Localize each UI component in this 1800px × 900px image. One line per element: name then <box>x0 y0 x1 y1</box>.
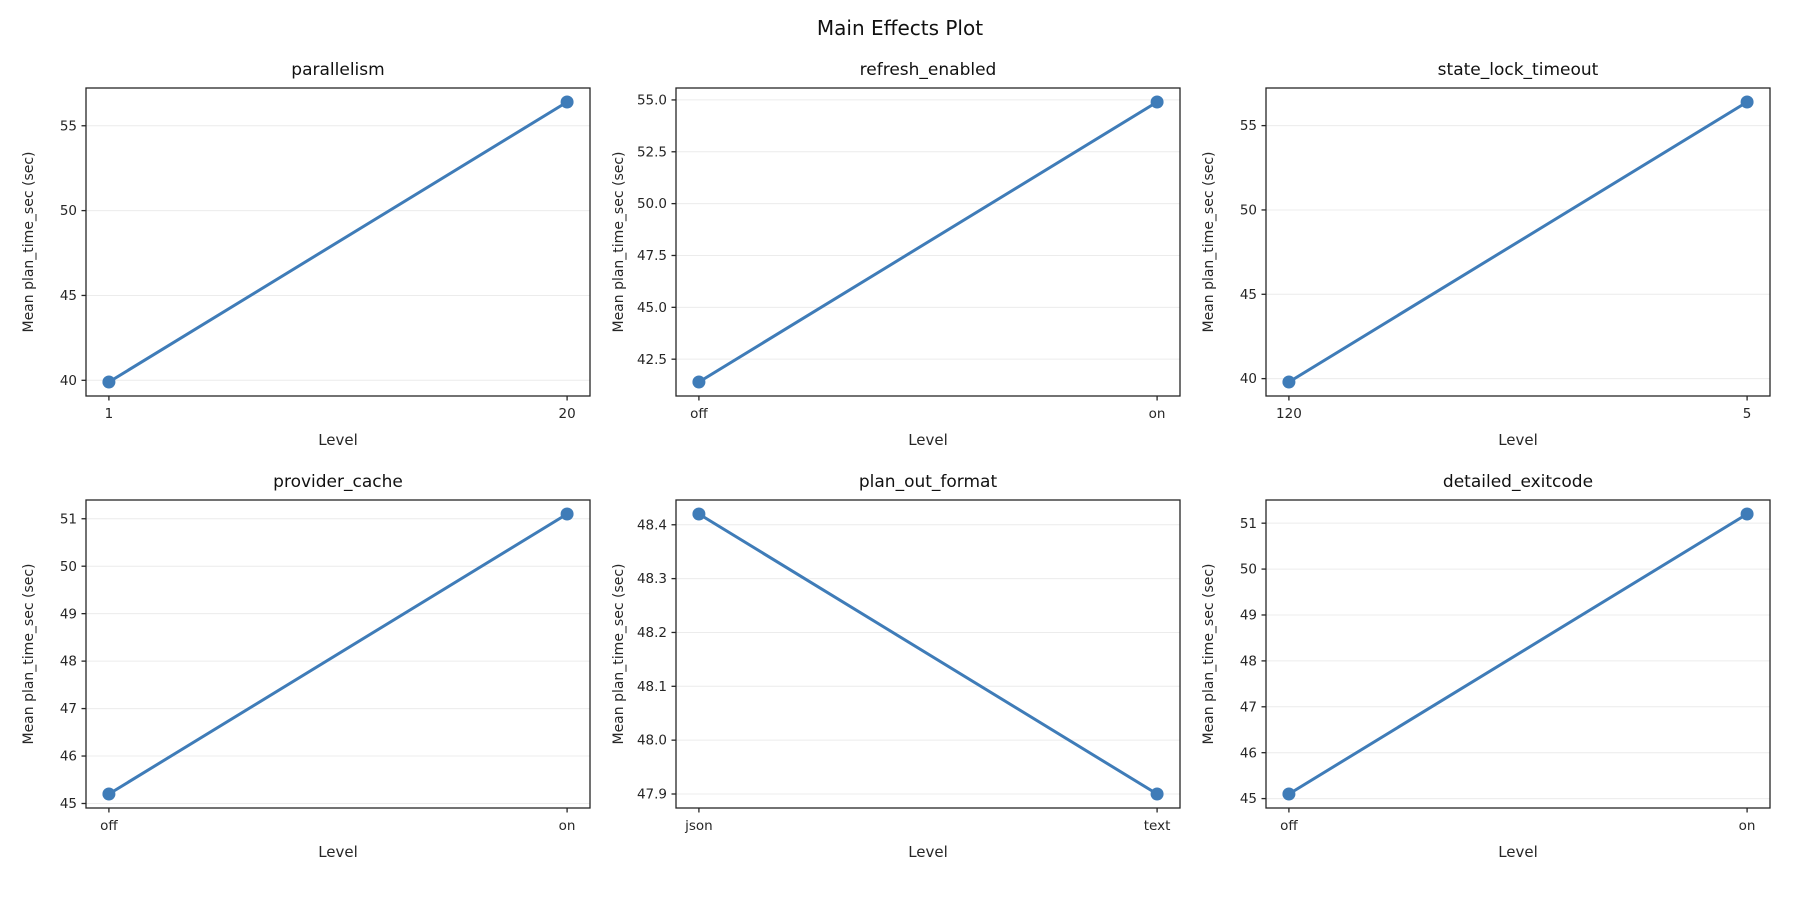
y-tick-label: 45 <box>60 796 77 812</box>
x-tick-label: on <box>559 818 576 834</box>
axes-frame <box>675 87 1181 397</box>
data-point <box>1150 95 1164 109</box>
y-tick-label: 48.2 <box>637 625 667 641</box>
x-tick-label: on <box>1739 818 1756 834</box>
y-tick-label: 48 <box>60 654 77 670</box>
y-tick-label: 48.4 <box>637 517 667 533</box>
y-tick-label: 48 <box>1240 653 1257 669</box>
subplot-provider-cache: 45 46 47 48 49 50 51 off on provider_cache Level Me… <box>21 472 591 861</box>
data-point <box>1282 787 1296 801</box>
subplot-plan-out-format: 47.9 48.0 48.1 48.2 48.3 48.4 json text plan_out… <box>611 472 1181 861</box>
series-line <box>1287 100 1749 384</box>
subplot-title: provider_cache <box>273 472 403 492</box>
subplot-refresh-enabled: 42.5 45.0 47.5 50.0 52.5 55.0 off on refresh_ena… <box>611 60 1181 449</box>
subplot-state-lock-timeout: 40 45 50 55 120 5 state_lock_timeout Level Mean … <box>1201 60 1771 449</box>
data-point <box>102 375 116 389</box>
y-tick-label: 48.1 <box>637 679 667 695</box>
y-tick-label: 51 <box>60 511 77 527</box>
y-tick-label: 46 <box>60 749 77 765</box>
subplot-title: parallelism <box>291 60 384 80</box>
data-point <box>1740 95 1754 109</box>
x-axis-label: Level <box>318 843 358 861</box>
y-tick-label: 50 <box>1240 203 1257 219</box>
y-tick-label: 50.0 <box>637 196 667 212</box>
data-point <box>692 375 706 389</box>
subplot-parallelism: 40 45 50 55 1 20 parallelism Level Mean plan_tim… <box>21 60 591 449</box>
x-tick-label: off <box>1280 818 1298 834</box>
figure-title: Main Effects Plot <box>816 16 984 40</box>
x-tick-label: 20 <box>558 406 575 422</box>
y-tick-label: 50 <box>60 559 77 575</box>
data-point <box>102 787 116 801</box>
y-tick-label: 49 <box>1240 608 1257 624</box>
y-axis-label: Mean plan_time_sec (sec) <box>611 563 627 744</box>
subplot-grid: 40 45 50 55 1 20 parallelism Level Mean plan_tim… <box>18 52 1782 876</box>
y-tick-label: 45 <box>1240 287 1257 303</box>
y-tick-label: 45 <box>1240 791 1257 807</box>
y-tick-label: 48.0 <box>637 733 667 749</box>
series-line <box>1287 512 1749 796</box>
x-tick-label: 5 <box>1743 406 1752 422</box>
y-tick-label: 50 <box>60 203 77 219</box>
x-tick-label: 120 <box>1276 406 1302 422</box>
axes-frame <box>675 499 1181 809</box>
y-tick-label: 40 <box>60 373 77 389</box>
subplot-detailed-exitcode: 45 46 47 48 49 50 51 off on detailed_exitcode Leve… <box>1201 472 1771 861</box>
series-line <box>697 512 1159 796</box>
y-tick-label: 47 <box>1240 699 1257 715</box>
data-point <box>560 95 574 109</box>
y-axis-label: Mean plan_time_sec (sec) <box>21 151 37 332</box>
series-line <box>107 100 569 384</box>
y-tick-label: 45 <box>60 288 77 304</box>
y-tick-label: 47 <box>60 701 77 717</box>
y-tick-label: 51 <box>1240 516 1257 532</box>
series-line <box>107 512 569 796</box>
y-axis-label: Mean plan_time_sec (sec) <box>1201 151 1217 332</box>
y-axis-label: Mean plan_time_sec (sec) <box>611 151 627 332</box>
y-tick-label: 45.0 <box>637 300 667 316</box>
y-tick-label: 55.0 <box>637 93 667 109</box>
y-tick-label: 47.9 <box>637 787 667 803</box>
y-tick-label: 40 <box>1240 371 1257 387</box>
y-tick-label: 49 <box>60 606 77 622</box>
x-axis-label: Level <box>1498 431 1538 449</box>
y-tick-label: 46 <box>1240 745 1257 761</box>
data-point <box>1150 787 1164 801</box>
data-point <box>1740 507 1754 521</box>
y-tick-label: 55 <box>60 118 77 134</box>
data-point <box>560 507 574 521</box>
x-tick-label: off <box>690 406 708 422</box>
y-axis-label: Mean plan_time_sec (sec) <box>21 563 37 744</box>
series-line <box>697 100 1159 384</box>
x-axis-label: Level <box>1498 843 1538 861</box>
y-tick-label: 55 <box>1240 118 1257 134</box>
x-tick-label: text <box>1144 818 1171 834</box>
subplot-title: refresh_enabled <box>860 60 997 80</box>
data-point <box>1282 375 1296 389</box>
x-tick-label: off <box>100 818 118 834</box>
subplot-title: state_lock_timeout <box>1438 60 1599 80</box>
axes-frame <box>1265 499 1771 809</box>
y-axis-label: Mean plan_time_sec (sec) <box>1201 563 1217 744</box>
y-tick-label: 52.5 <box>637 144 667 160</box>
x-axis-label: Level <box>908 431 948 449</box>
axes-frame <box>1265 87 1771 397</box>
y-tick-label: 50 <box>1240 562 1257 578</box>
y-tick-label: 42.5 <box>637 352 667 368</box>
x-tick-label: on <box>1149 406 1166 422</box>
axes-frame <box>85 87 591 397</box>
x-axis-label: Level <box>908 843 948 861</box>
axes-frame <box>85 499 591 809</box>
subplot-title: plan_out_format <box>859 472 998 492</box>
y-tick-label: 48.3 <box>637 571 667 587</box>
data-point <box>692 507 706 521</box>
subplot-title: detailed_exitcode <box>1443 472 1593 492</box>
y-tick-label: 47.5 <box>637 248 667 264</box>
x-axis-label: Level <box>318 431 358 449</box>
x-tick-label: json <box>684 818 713 834</box>
x-tick-label: 1 <box>105 406 114 422</box>
